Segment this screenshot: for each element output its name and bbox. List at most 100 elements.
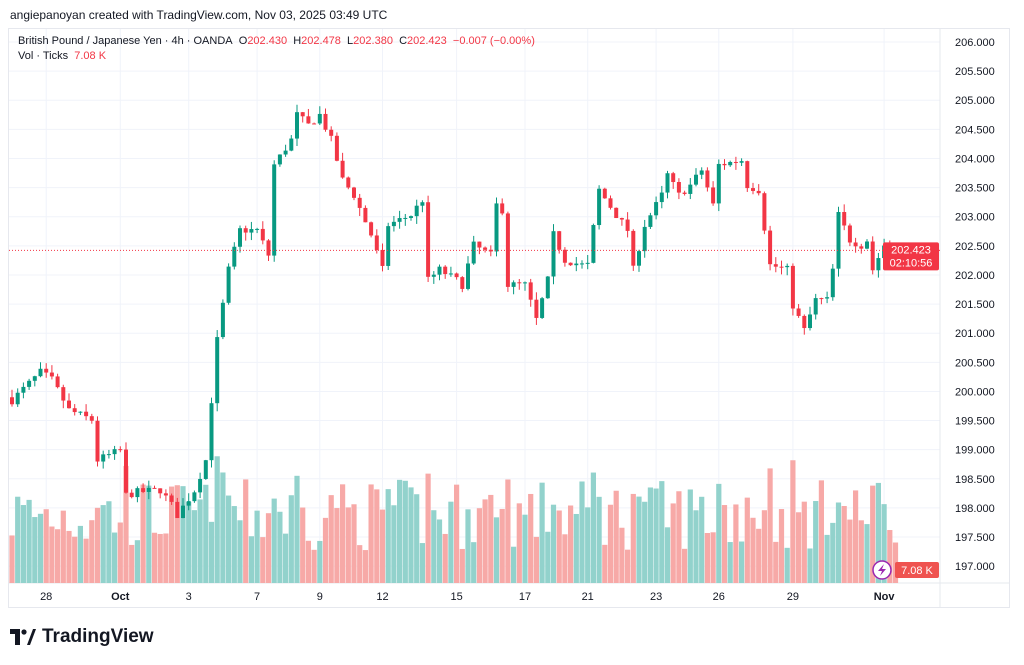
volume-bar xyxy=(750,517,756,583)
candle-body xyxy=(699,170,704,175)
candle xyxy=(808,306,812,331)
candle xyxy=(209,397,214,468)
price-axis-label: 205.500 xyxy=(955,66,995,78)
candle-body xyxy=(260,228,265,241)
candle-body xyxy=(665,173,670,193)
close-label: C xyxy=(399,35,408,47)
volume-bar xyxy=(602,544,608,583)
volume-bar xyxy=(579,481,585,583)
price-axis-label: 197.000 xyxy=(955,561,995,573)
candle-body xyxy=(238,228,242,247)
volume-bar xyxy=(505,479,511,583)
price-axis-label: 201.500 xyxy=(955,299,995,311)
candle-body xyxy=(614,207,619,219)
candle-body xyxy=(574,263,579,266)
lightning-icon[interactable] xyxy=(872,560,892,580)
volume-bar xyxy=(26,499,32,583)
candle-body xyxy=(346,177,351,188)
candle-body xyxy=(517,282,522,284)
volume-bar xyxy=(642,501,648,583)
volume-bar xyxy=(226,495,232,583)
candle-body xyxy=(654,202,659,216)
volume-bar xyxy=(881,504,887,583)
candle-body xyxy=(500,203,505,214)
volume-bar xyxy=(140,484,146,583)
candle xyxy=(317,106,322,126)
volume-bar xyxy=(55,529,61,583)
volume-bar xyxy=(687,489,693,583)
candle xyxy=(688,178,693,200)
candle xyxy=(722,159,727,170)
candle-body xyxy=(169,495,174,502)
candle xyxy=(186,493,191,511)
candle xyxy=(306,108,311,124)
time-axis-label: Nov xyxy=(874,591,896,603)
candle xyxy=(380,243,385,272)
volume-bar xyxy=(511,546,517,583)
candle xyxy=(756,184,761,196)
candle-body xyxy=(756,190,761,194)
volume-bar xyxy=(682,548,688,583)
candle-body xyxy=(146,487,151,492)
candle-body xyxy=(141,488,146,492)
candle xyxy=(249,221,254,241)
candle xyxy=(61,384,66,409)
candle-body xyxy=(779,266,784,268)
candle-body xyxy=(44,368,49,373)
volume-bar xyxy=(265,513,272,583)
tradingview-logo[interactable]: TradingView xyxy=(10,626,154,648)
candle xyxy=(129,489,134,499)
candle xyxy=(323,108,328,132)
candle-body xyxy=(602,188,607,199)
candle-body xyxy=(642,226,647,252)
volume-bar xyxy=(659,481,665,583)
candle-body xyxy=(471,241,476,264)
candle xyxy=(272,160,277,262)
candle-body xyxy=(106,454,111,456)
volume-label[interactable]: Vol · Ticks xyxy=(18,50,69,62)
candle-body xyxy=(802,315,807,329)
candle-body xyxy=(853,242,858,247)
candle-body xyxy=(272,164,277,256)
logo-text: TradingView xyxy=(42,626,154,647)
volume-bar xyxy=(186,501,192,583)
volume-bar xyxy=(414,494,420,583)
candle-body xyxy=(112,449,117,455)
candle xyxy=(198,472,203,499)
candle xyxy=(523,281,527,291)
candle xyxy=(312,122,317,125)
close-value: 202.423 xyxy=(407,35,447,47)
time-axis-label: 9 xyxy=(317,591,323,603)
volume-bar xyxy=(784,547,790,583)
volume-bar xyxy=(704,532,710,583)
candle-body xyxy=(226,266,231,303)
price-axis-label: 200.000 xyxy=(955,386,995,398)
candle-body xyxy=(859,246,864,249)
candle-body xyxy=(403,217,408,219)
candle-body xyxy=(705,170,710,188)
candle xyxy=(84,404,89,421)
candle-body xyxy=(209,403,214,461)
candle-body xyxy=(865,241,869,249)
candle xyxy=(414,199,419,224)
candle-body xyxy=(773,264,778,267)
time-axis-label: 17 xyxy=(519,591,531,603)
candle-body xyxy=(84,411,89,417)
volume-bar xyxy=(807,548,813,583)
candle xyxy=(67,393,71,409)
candle xyxy=(545,276,550,299)
candle-body xyxy=(722,163,727,166)
symbol-label[interactable]: British Pound / Japanese Yen · 4h · OAND… xyxy=(18,35,233,47)
candle-body xyxy=(562,249,567,263)
candle-body xyxy=(363,207,368,223)
change-value: −0.007 (−0.00%) xyxy=(452,35,535,47)
candle xyxy=(739,158,744,166)
volume-bar xyxy=(368,484,374,583)
candle-body xyxy=(203,460,208,479)
candle xyxy=(391,215,396,232)
volume-bar xyxy=(739,541,745,583)
volume-bar xyxy=(72,536,78,583)
volume-bar xyxy=(94,507,101,583)
volume-bar xyxy=(60,510,66,583)
